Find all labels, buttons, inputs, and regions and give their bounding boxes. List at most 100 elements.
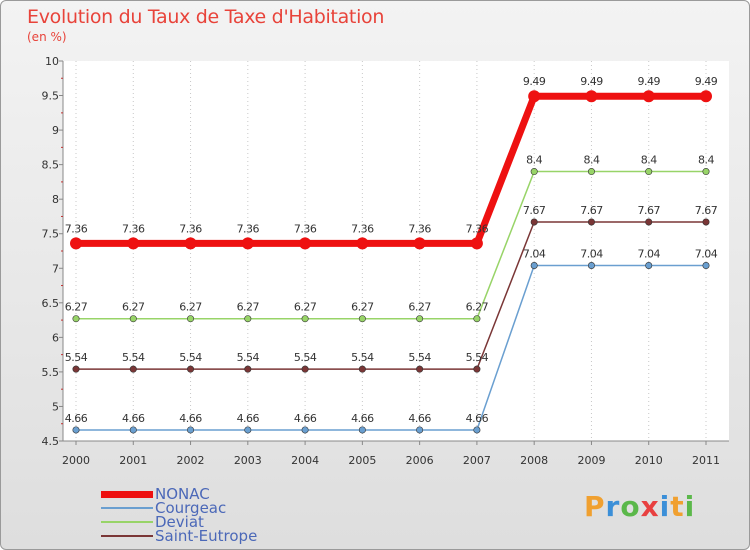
data-point xyxy=(358,315,366,323)
data-point xyxy=(358,365,366,373)
data-label: 9.49 xyxy=(695,75,718,88)
data-label: 4.66 xyxy=(122,412,145,425)
x-tick-label: 2009 xyxy=(577,454,605,467)
data-point xyxy=(416,365,424,373)
data-point xyxy=(187,365,195,373)
data-point xyxy=(702,168,710,176)
data-label: 8.4 xyxy=(641,154,657,167)
y-tick-label: 7 xyxy=(52,262,59,275)
data-point xyxy=(702,218,710,226)
data-label: 6.27 xyxy=(408,301,431,314)
y-tick-label: 8.5 xyxy=(42,159,60,172)
data-point xyxy=(530,218,538,226)
x-tick-label: 2006 xyxy=(406,454,434,467)
plot-area xyxy=(63,61,729,441)
data-label: 8.4 xyxy=(698,154,714,167)
data-point xyxy=(645,168,653,176)
legend-item: Deviat xyxy=(101,513,257,531)
data-label: 4.66 xyxy=(294,412,317,425)
y-tick-label: 5 xyxy=(52,400,59,413)
data-point xyxy=(473,315,481,323)
x-tick-label: 2007 xyxy=(463,454,491,467)
x-tick-label: 2005 xyxy=(348,454,376,467)
data-label: 7.04 xyxy=(580,248,603,261)
data-label: 8.4 xyxy=(526,154,542,167)
data-point xyxy=(127,237,140,250)
data-point xyxy=(129,365,137,373)
data-label: 4.66 xyxy=(466,412,489,425)
data-label: 4.66 xyxy=(351,412,374,425)
data-point xyxy=(587,218,595,226)
data-label: 6.27 xyxy=(179,301,202,314)
data-point xyxy=(72,365,80,373)
y-tick-label: 9.5 xyxy=(42,90,60,103)
data-label: 4.66 xyxy=(179,412,202,425)
data-label: 7.36 xyxy=(294,222,317,235)
data-point xyxy=(416,426,424,434)
data-label: 7.04 xyxy=(695,248,718,261)
data-point xyxy=(184,237,197,250)
data-point xyxy=(587,262,595,270)
data-point xyxy=(587,168,595,176)
data-label: 5.54 xyxy=(65,351,88,364)
data-point xyxy=(72,315,80,323)
series-line-nonac xyxy=(72,92,710,247)
y-tick-label: 7.5 xyxy=(42,228,60,241)
data-label: 4.66 xyxy=(65,412,88,425)
data-point xyxy=(473,365,481,373)
data-point xyxy=(301,426,309,434)
data-label: 5.54 xyxy=(466,351,489,364)
data-label: 5.54 xyxy=(294,351,317,364)
data-label: 4.66 xyxy=(237,412,260,425)
data-point xyxy=(416,315,424,323)
legend-item: NONAC xyxy=(101,487,257,502)
data-point xyxy=(301,365,309,373)
data-point xyxy=(244,426,252,434)
data-label: 7.36 xyxy=(179,222,202,235)
data-label: 7.04 xyxy=(637,248,660,261)
data-point xyxy=(72,426,80,434)
data-point xyxy=(585,90,598,103)
y-tick-label: 9 xyxy=(52,124,59,137)
data-point xyxy=(702,262,710,270)
x-tick-label: 2004 xyxy=(291,454,319,467)
y-tick-label: 6.5 xyxy=(42,297,60,310)
data-point xyxy=(187,315,195,323)
data-point xyxy=(244,365,252,373)
data-label: 6.27 xyxy=(351,301,374,314)
data-point xyxy=(645,262,653,270)
data-point xyxy=(358,426,366,434)
y-tick-label: 4.5 xyxy=(42,435,60,448)
legend-swatch xyxy=(101,490,153,498)
x-tick-label: 2002 xyxy=(177,454,205,467)
data-point xyxy=(530,262,538,270)
data-label: 7.04 xyxy=(523,248,546,261)
data-label: 5.54 xyxy=(408,351,431,364)
data-label: 8.4 xyxy=(583,154,599,167)
data-label: 9.49 xyxy=(523,75,546,88)
data-label: 7.67 xyxy=(523,204,546,217)
data-label: 6.27 xyxy=(294,301,317,314)
legend-label: Saint-Eutrope xyxy=(155,527,258,545)
legend-item: Saint-Eutrope xyxy=(101,527,258,545)
data-label: 7.67 xyxy=(695,204,718,217)
chart-legend: NONAC Courgeac Deviat Saint-Eutrope xyxy=(101,487,258,545)
data-point xyxy=(700,90,712,103)
legend-label: Deviat xyxy=(155,513,204,531)
data-label: 7.67 xyxy=(637,204,660,217)
data-label: 7.36 xyxy=(122,222,145,235)
data-label: 7.67 xyxy=(580,204,603,217)
data-label: 7.36 xyxy=(351,222,374,235)
data-point xyxy=(301,315,309,323)
data-point xyxy=(642,90,655,103)
data-label: 6.27 xyxy=(466,301,489,314)
legend-swatch xyxy=(101,521,153,523)
data-label: 6.27 xyxy=(237,301,260,314)
data-point xyxy=(129,315,137,323)
data-label: 7.36 xyxy=(408,222,431,235)
data-label: 4.66 xyxy=(408,412,431,425)
x-tick-label: 2010 xyxy=(635,454,663,467)
data-point xyxy=(530,168,538,176)
chart-subtitle: (en %) xyxy=(27,30,67,44)
